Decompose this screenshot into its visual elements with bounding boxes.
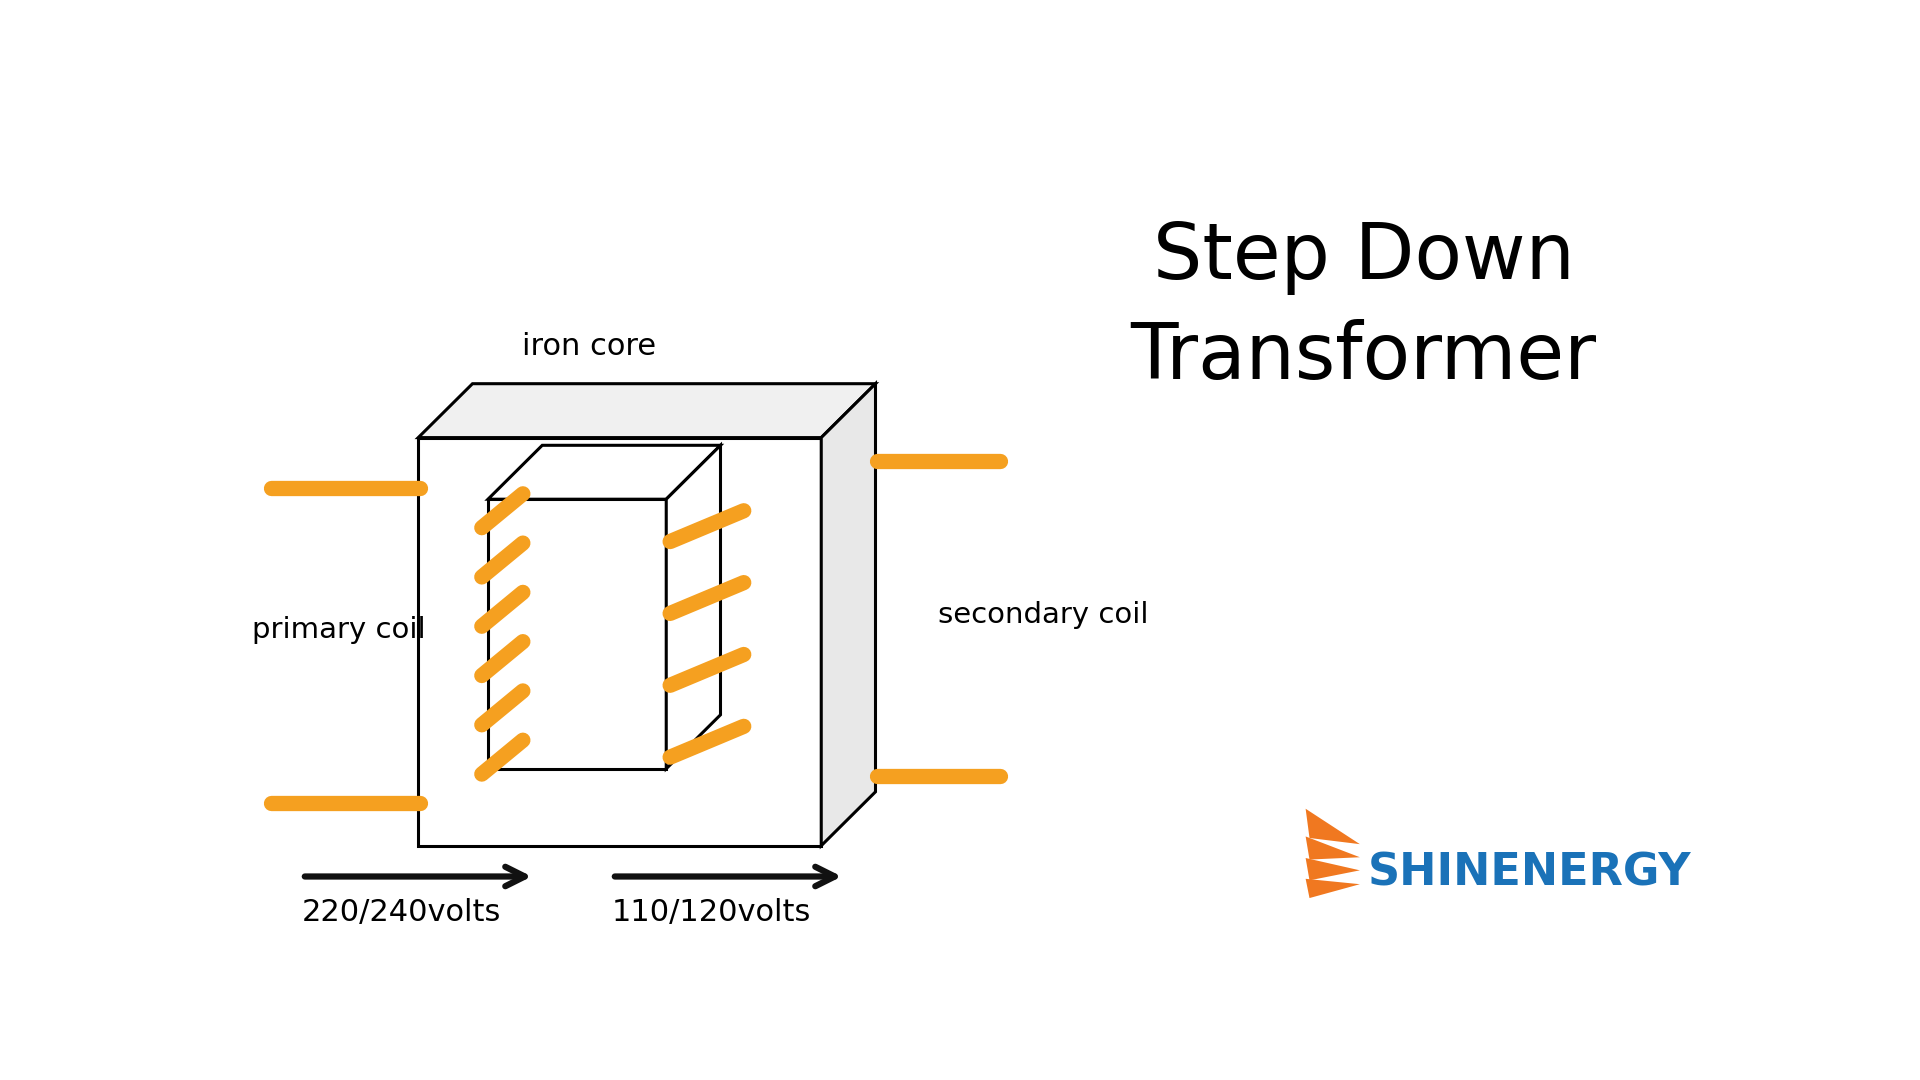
Text: iron core: iron core — [522, 332, 657, 361]
Polygon shape — [419, 437, 822, 846]
Text: 110/120volts: 110/120volts — [612, 897, 812, 927]
Polygon shape — [822, 383, 876, 846]
Polygon shape — [1306, 879, 1359, 899]
Text: Step Down
Transformer: Step Down Transformer — [1131, 218, 1597, 394]
Text: secondary coil: secondary coil — [937, 600, 1148, 629]
Polygon shape — [666, 445, 720, 769]
Polygon shape — [488, 499, 666, 769]
Polygon shape — [1306, 836, 1359, 860]
Text: 220/240volts: 220/240volts — [301, 897, 501, 927]
Text: primary coil: primary coil — [252, 616, 424, 644]
Text: SHINENERGY: SHINENERGY — [1367, 851, 1692, 894]
Polygon shape — [488, 445, 720, 499]
Polygon shape — [1306, 809, 1359, 845]
Polygon shape — [419, 383, 876, 437]
Polygon shape — [1306, 858, 1359, 880]
